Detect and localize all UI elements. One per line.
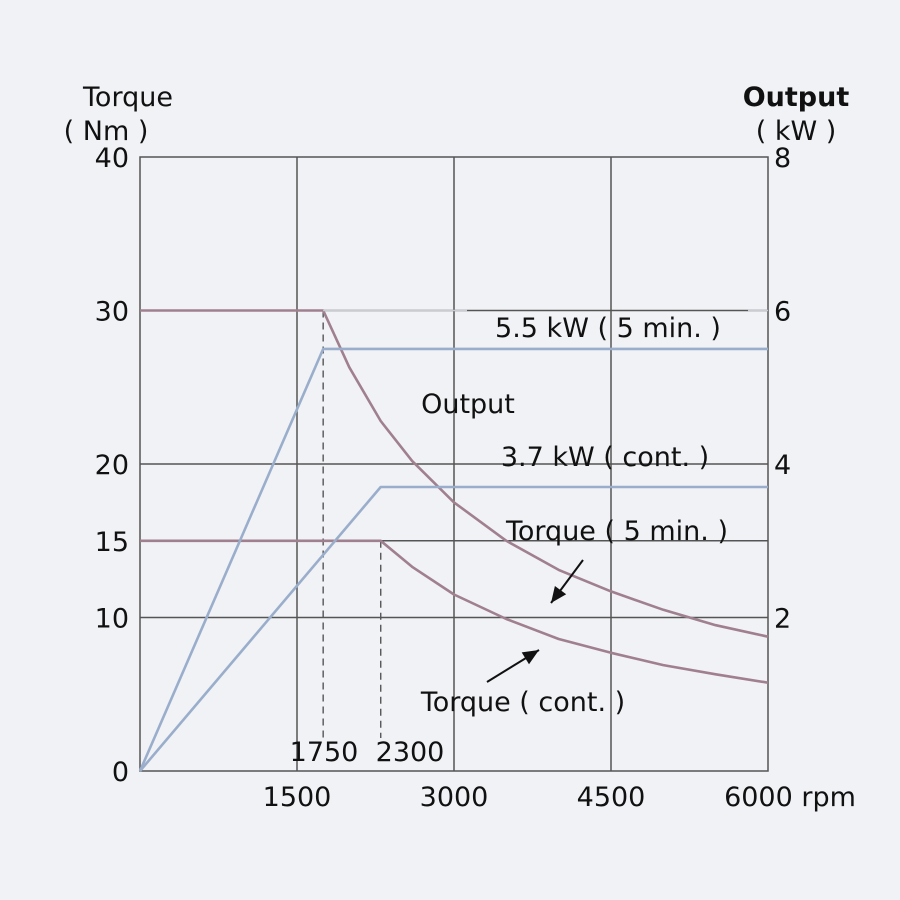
x-tick-label-4500: 4500 — [577, 782, 646, 813]
torque-5min-label: Torque ( 5 min. ) — [505, 516, 728, 547]
marked-label-1750: 1750 — [290, 737, 359, 768]
x-tick-label-1500: 1500 — [263, 782, 332, 813]
left-tick-label-20: 20 — [95, 450, 129, 481]
marked-label-2300: 2300 — [376, 737, 445, 768]
series-line-1 — [140, 309, 769, 638]
left-axis-title-line2: ( Nm ) — [64, 116, 149, 147]
text-layer: Torque ( Nm ) Output ( kW ) 6000 rpm Out… — [64, 82, 856, 813]
series-layer — [138, 309, 769, 772]
series-line-3 — [138, 347, 768, 772]
x-axis-end-label: 6000 rpm — [724, 782, 856, 813]
series-line-2 — [140, 539, 769, 684]
left-tick-label-40: 40 — [95, 143, 129, 174]
x-tick-label-3000: 3000 — [420, 782, 489, 813]
right-tick-label-6: 6 — [774, 297, 791, 328]
right-tick-label-8: 8 — [774, 143, 791, 174]
torque-cont-label: Torque ( cont. ) — [420, 687, 625, 718]
left-tick-label-30: 30 — [95, 297, 129, 328]
right-axis-title-line1: Output — [743, 82, 850, 113]
right-tick-label-4: 4 — [774, 450, 791, 481]
output-5min-label: 5.5 kW ( 5 min. ) — [495, 313, 721, 344]
ticks-layer: 0 10 15 20 30 40 2 4 6 8 1500 3000 4500 1750 2300 — [95, 143, 792, 813]
output-cont-label: 3.7 kW ( cont. ) — [501, 442, 709, 473]
left-tick-label-0: 0 — [112, 757, 129, 788]
right-axis-title-line2: ( kW ) — [756, 116, 837, 147]
series-line-4 — [139, 485, 768, 772]
output-label: Output — [421, 389, 515, 420]
arrow-layer — [486, 559, 584, 683]
arrow-torque-cont-head — [521, 650, 539, 665]
right-tick-label-2: 2 — [774, 604, 791, 635]
arrow-torque-5min-head — [551, 586, 567, 603]
left-tick-label-15: 15 — [95, 527, 129, 558]
left-axis-title-line1: Torque — [82, 82, 173, 113]
left-tick-label-10: 10 — [95, 604, 129, 635]
